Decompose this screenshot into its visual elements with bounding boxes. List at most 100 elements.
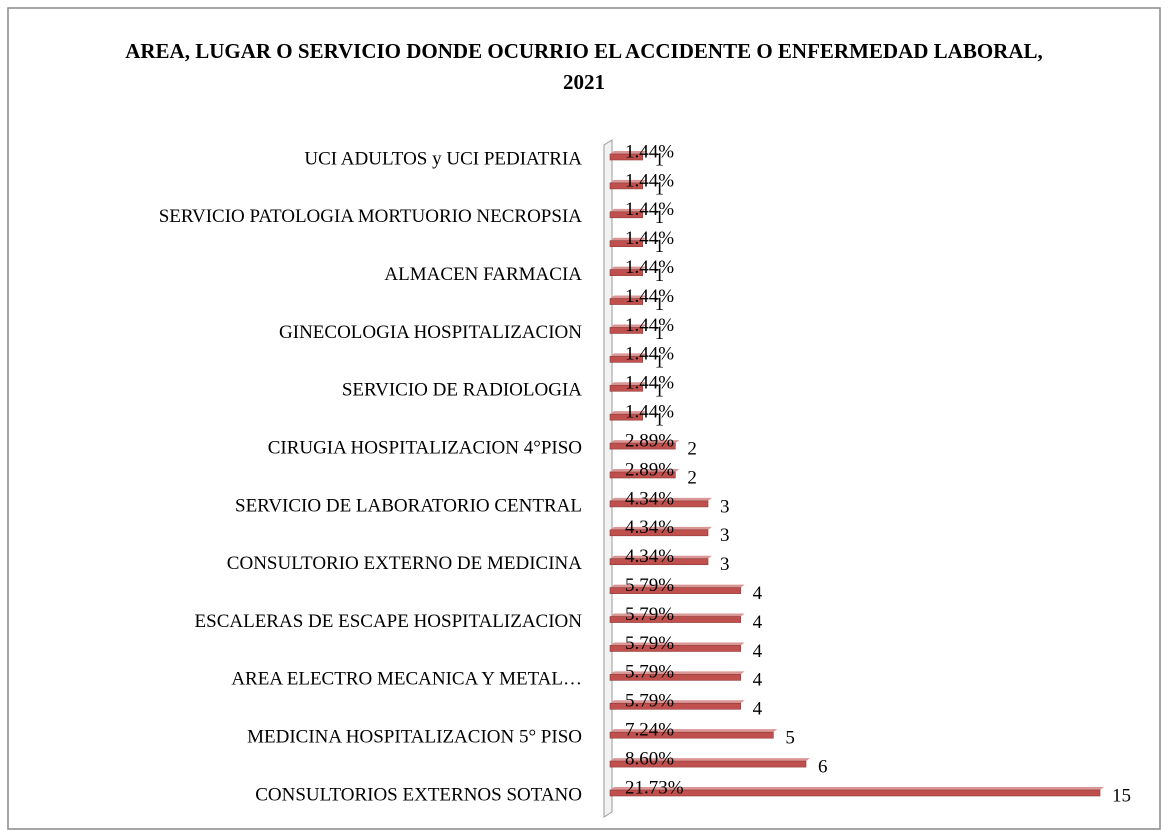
bar-top — [610, 729, 778, 733]
bar-top — [610, 440, 680, 444]
bar — [609, 616, 741, 623]
bar-top — [610, 700, 745, 704]
category-label: ALMACEN FARMACIA — [384, 264, 582, 285]
percent-label: 1.44% — [625, 199, 674, 220]
bar — [609, 240, 643, 248]
bar-top — [610, 324, 647, 328]
value-label: 1 — [655, 265, 665, 286]
bar — [609, 702, 741, 710]
bar-top — [610, 613, 745, 617]
percent-label: 1.44% — [625, 228, 674, 249]
percent-label: 1.44% — [625, 170, 674, 191]
value-label: 1 — [655, 352, 665, 373]
bar-top — [610, 642, 745, 646]
percent-label: 4.34% — [625, 488, 674, 509]
percent-label: 1.44% — [625, 257, 674, 278]
bar-top — [610, 353, 647, 357]
category-label: CIRUGIA HOSPITALIZACION 4°PISO — [268, 437, 582, 458]
category-label: GINECOLOGIA HOSPITALIZACION — [279, 322, 582, 343]
value-label: 4 — [753, 670, 763, 691]
percent-label: 1.44% — [625, 315, 674, 336]
bar-top — [610, 179, 647, 183]
value-label: 4 — [753, 583, 763, 604]
bar — [609, 789, 1101, 797]
category-label: ESCALERAS DE ESCAPE HOSPITALIZACION — [195, 611, 583, 632]
value-label: 4 — [753, 641, 763, 662]
value-label: 1 — [655, 178, 665, 199]
bar-top — [610, 382, 647, 386]
value-label: 2 — [687, 438, 697, 459]
bar — [609, 471, 676, 479]
bar-top — [610, 584, 745, 588]
bar — [609, 500, 709, 508]
percent-label: 5.79% — [625, 662, 674, 683]
percent-label: 5.79% — [625, 633, 674, 654]
bar — [609, 211, 643, 219]
percent-label: 1.44% — [625, 402, 674, 423]
percent-label: 5.79% — [625, 575, 674, 596]
bar-top — [610, 469, 680, 472]
bar — [609, 356, 643, 363]
bar-top — [610, 208, 647, 212]
value-label: 5 — [785, 728, 795, 749]
percent-label: 4.34% — [625, 546, 674, 567]
category-label: UCI ADULTOS y UCI PEDIATRIA — [304, 148, 582, 169]
percent-label: 2.89% — [625, 430, 674, 451]
chart-title: AREA, LUGAR O SERVICIO DONDE OCURRIO EL … — [125, 39, 1043, 94]
value-label: 1 — [655, 236, 665, 257]
value-label: 6 — [818, 756, 828, 777]
value-label: 3 — [720, 554, 730, 575]
bar-top — [610, 671, 745, 675]
bar-top — [610, 497, 712, 501]
value-label: 4 — [753, 699, 763, 720]
value-label: 1 — [655, 294, 665, 315]
bar — [609, 529, 709, 537]
category-label: SERVICIO DE RADIOLOGIA — [342, 380, 582, 401]
chart-border — [7, 7, 1161, 830]
percent-label: 5.79% — [625, 691, 674, 712]
bar-top — [610, 266, 647, 270]
bar — [609, 442, 676, 450]
bar — [609, 645, 741, 652]
value-label: 1 — [655, 207, 665, 228]
value-label: 15 — [1112, 785, 1131, 806]
bar-top — [610, 526, 712, 530]
bar — [609, 384, 643, 392]
bar — [609, 558, 709, 566]
bar-top — [610, 555, 712, 559]
percent-label: 8.60% — [625, 748, 674, 769]
percent-label: 1.44% — [625, 344, 674, 365]
percent-label: 1.44% — [625, 286, 674, 307]
percent-label: 1.44% — [625, 141, 674, 162]
bar — [609, 298, 643, 305]
category-label: CONSULTORIO EXTERNO DE MEDICINA — [227, 553, 582, 574]
value-label: 3 — [720, 496, 730, 517]
bar — [609, 413, 643, 421]
category-label: SERVICIO PATOLOGIA MORTUORIO NECROPSIA — [159, 206, 583, 227]
bar-top — [610, 151, 647, 154]
bar — [609, 731, 774, 739]
value-label: 1 — [655, 149, 665, 170]
bar-top — [610, 295, 647, 299]
value-label: 1 — [655, 323, 665, 344]
value-label: 3 — [720, 525, 730, 546]
value-label: 1 — [655, 410, 665, 431]
percent-label: 4.34% — [625, 517, 674, 538]
percent-label: 7.24% — [625, 720, 674, 741]
bar — [609, 587, 741, 594]
bar-top — [610, 787, 1104, 790]
bar — [609, 153, 643, 161]
value-label: 2 — [687, 467, 697, 488]
bar — [609, 269, 643, 276]
bar-top — [610, 237, 647, 241]
value-label: 1 — [655, 381, 665, 402]
value-label: 4 — [753, 612, 763, 633]
bar-top — [610, 758, 810, 762]
bar — [609, 760, 807, 768]
bar — [609, 327, 643, 334]
bar — [609, 182, 643, 190]
bar-top — [610, 411, 647, 415]
percent-label: 21.73% — [625, 777, 684, 798]
